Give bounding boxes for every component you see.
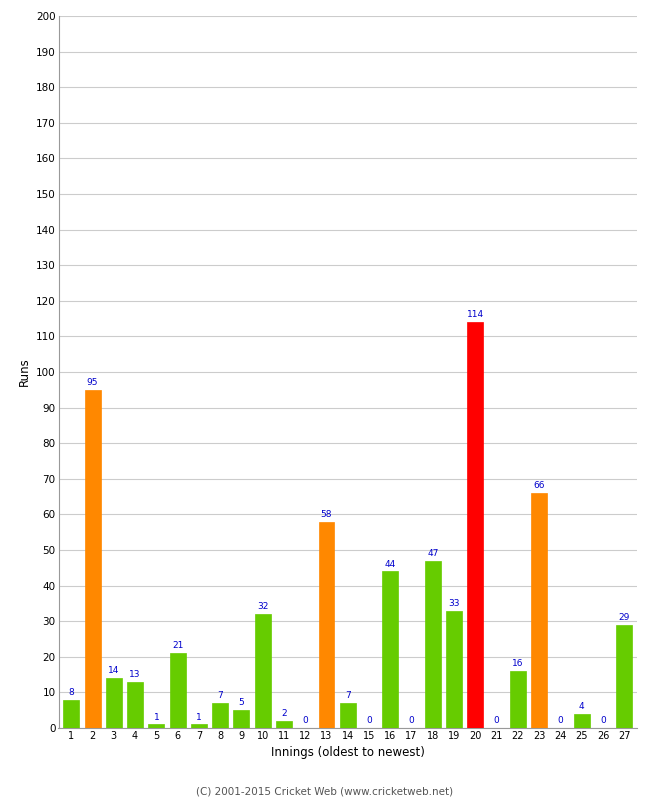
- Bar: [255, 614, 270, 728]
- Text: 8: 8: [68, 688, 74, 697]
- Bar: [382, 571, 398, 728]
- Bar: [191, 725, 207, 728]
- Text: 32: 32: [257, 602, 268, 611]
- Text: (C) 2001-2015 Cricket Web (www.cricketweb.net): (C) 2001-2015 Cricket Web (www.cricketwe…: [196, 786, 454, 796]
- Text: 0: 0: [302, 716, 308, 725]
- Bar: [148, 725, 164, 728]
- Text: 114: 114: [467, 310, 484, 319]
- Bar: [574, 714, 590, 728]
- Bar: [318, 522, 335, 728]
- Text: 95: 95: [87, 378, 98, 387]
- Text: 44: 44: [385, 559, 396, 569]
- Bar: [276, 721, 292, 728]
- Text: 47: 47: [427, 549, 439, 558]
- Bar: [616, 625, 632, 728]
- Bar: [212, 703, 228, 728]
- Bar: [425, 561, 441, 728]
- Text: 66: 66: [534, 481, 545, 490]
- Text: 0: 0: [494, 716, 499, 725]
- Bar: [84, 390, 101, 728]
- Bar: [63, 699, 79, 728]
- Bar: [106, 678, 122, 728]
- Bar: [233, 710, 250, 728]
- Text: 0: 0: [366, 716, 372, 725]
- Text: 33: 33: [448, 598, 460, 608]
- Text: 2: 2: [281, 709, 287, 718]
- Text: 7: 7: [345, 691, 350, 700]
- Text: 13: 13: [129, 670, 141, 679]
- Bar: [467, 322, 484, 728]
- Bar: [170, 654, 186, 728]
- Text: 0: 0: [409, 716, 415, 725]
- Text: 1: 1: [153, 713, 159, 722]
- Text: 0: 0: [558, 716, 564, 725]
- Text: 14: 14: [108, 666, 120, 675]
- Text: 21: 21: [172, 642, 183, 650]
- Bar: [510, 671, 526, 728]
- Bar: [127, 682, 143, 728]
- Text: 7: 7: [217, 691, 223, 700]
- Bar: [340, 703, 356, 728]
- Bar: [531, 493, 547, 728]
- Text: 5: 5: [239, 698, 244, 707]
- Bar: [446, 610, 462, 728]
- Y-axis label: Runs: Runs: [18, 358, 31, 386]
- Text: 4: 4: [579, 702, 584, 711]
- Text: 58: 58: [320, 510, 332, 518]
- Text: 16: 16: [512, 659, 524, 668]
- Text: 1: 1: [196, 713, 202, 722]
- X-axis label: Innings (oldest to newest): Innings (oldest to newest): [271, 746, 424, 759]
- Text: 0: 0: [600, 716, 606, 725]
- Text: 29: 29: [619, 613, 630, 622]
